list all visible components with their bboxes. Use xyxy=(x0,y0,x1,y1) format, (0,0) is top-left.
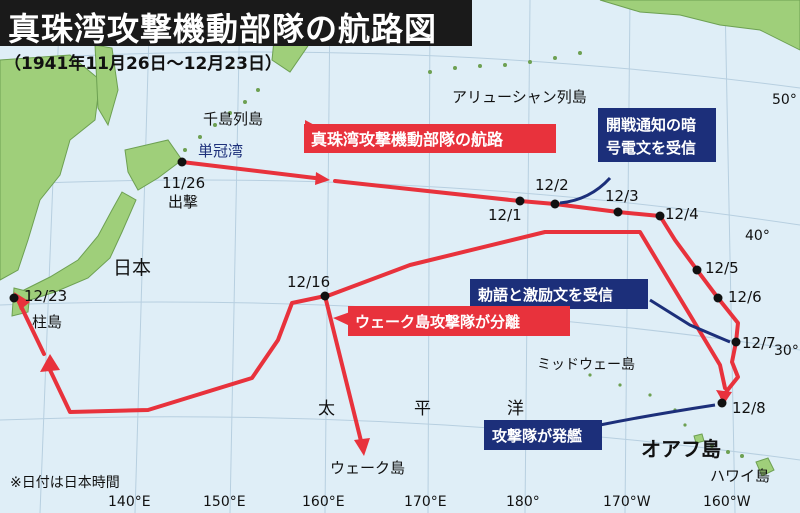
label-tankappu: 単冠湾 xyxy=(198,142,243,160)
wake-route xyxy=(323,294,364,447)
hawaii-big-island xyxy=(755,457,775,477)
longitude-labels: 140°E 150°E 160°E 170°E 180° 170°W 160°W xyxy=(108,494,751,510)
point-1205 xyxy=(692,265,702,275)
map-title: 真珠湾攻撃機動部隊の航路図 xyxy=(8,10,438,48)
label-chishima: 千島列島 xyxy=(203,110,263,128)
map-subtitle: （1941年11月26日〜12月23日） xyxy=(4,54,282,74)
label-hawaii: ハワイ島 xyxy=(710,467,770,485)
land xyxy=(0,0,800,477)
date-points xyxy=(9,157,741,408)
date-1204: 12/4 xyxy=(665,205,699,223)
date-1203: 12/3 xyxy=(605,187,639,205)
imperial-message-callout: 勅語と激励文を受信 xyxy=(470,279,731,344)
point-1203 xyxy=(613,207,623,217)
point-1216 xyxy=(320,291,330,301)
date-1208: 12/8 xyxy=(732,399,766,417)
oahu-island xyxy=(693,433,705,444)
point-1202 xyxy=(550,199,560,209)
launch-text: 攻撃隊が発艦 xyxy=(492,427,582,445)
point-1208 xyxy=(717,398,727,408)
title-bar xyxy=(0,0,472,46)
return-route-tail xyxy=(16,298,46,356)
date-1223: 12/23 xyxy=(24,287,67,305)
date-1207: 12/7 xyxy=(742,334,776,352)
lat-50: 50° xyxy=(772,92,797,108)
label-japan: 日本 xyxy=(113,257,151,279)
arrow-up-icon xyxy=(40,354,60,372)
label-oahu: オアフ島 xyxy=(641,437,721,461)
outbound-route-a xyxy=(180,160,317,180)
sakhalin xyxy=(94,44,119,127)
asian-mainland xyxy=(0,54,101,281)
date-labels: 11/26 出撃 12/1 12/2 12/3 12/4 12/5 12/6 1… xyxy=(24,174,776,417)
date-1206: 12/6 xyxy=(728,288,762,306)
arrow-south-icon xyxy=(354,438,370,456)
war-message-line1: 開戦通知の暗 xyxy=(606,116,696,134)
lon-170w: 170°W xyxy=(603,494,651,510)
point-1223 xyxy=(9,293,19,303)
route-callout: 真珠湾攻撃機動部隊の航路 xyxy=(304,120,556,153)
label-pacific-2: 平 xyxy=(414,399,431,419)
lon-170e: 170°E xyxy=(404,494,447,510)
arrow-east-icon xyxy=(315,172,330,185)
date-sortie: 出撃 xyxy=(168,193,198,211)
lon-150e: 150°E xyxy=(203,494,246,510)
latitude-labels: 50° 40° 30° xyxy=(745,92,799,359)
point-1201 xyxy=(515,196,525,206)
arrow-down-icon xyxy=(716,390,732,404)
wake-detach-text: ウェーク島攻撃隊が分離 xyxy=(355,313,520,331)
wake-detach-callout: ウェーク島攻撃隊が分離 xyxy=(333,306,570,336)
lon-160w: 160°W xyxy=(703,494,751,510)
date-note: ※日付は日本時間 xyxy=(10,475,120,491)
lon-160e: 160°E xyxy=(302,494,345,510)
date-1126: 11/26 xyxy=(162,174,205,192)
label-midway: ミッドウェー島 xyxy=(537,357,635,373)
label-pacific-3: 洋 xyxy=(507,399,524,419)
lat-30: 30° xyxy=(774,343,799,359)
point-1204 xyxy=(655,211,665,221)
lat-40: 40° xyxy=(745,228,770,244)
launch-callout: 攻撃隊が発艦 xyxy=(484,403,716,450)
return-route xyxy=(48,230,727,414)
route-callout-text: 真珠湾攻撃機動部隊の航路 xyxy=(311,130,504,149)
imperial-message-text: 勅語と激励文を受信 xyxy=(477,286,613,304)
war-message-line2: 号電文を受信 xyxy=(606,139,696,157)
hokkaido xyxy=(124,139,183,191)
label-aleutian: アリューシャン列島 xyxy=(452,88,587,106)
honshu xyxy=(23,191,137,301)
war-message-callout: 開戦通知の暗 号電文を受信 xyxy=(559,108,716,205)
alaska xyxy=(599,0,800,51)
date-1201: 12/1 xyxy=(488,206,522,224)
lon-140e: 140°E xyxy=(108,494,151,510)
point-1126 xyxy=(177,157,187,167)
date-1216: 12/16 xyxy=(287,273,330,291)
label-pacific-1: 太 xyxy=(318,399,335,419)
label-wake: ウェーク島 xyxy=(330,459,405,477)
place-labels: 千島列島 単冠湾 アリューシャン列島 日本 柱島 ミッドウェー島 ウェーク島 太… xyxy=(32,88,770,485)
point-1206 xyxy=(713,293,723,303)
point-1207 xyxy=(731,337,741,347)
date-1205: 12/5 xyxy=(705,259,739,277)
label-hashirajima: 柱島 xyxy=(32,313,62,331)
date-1202: 12/2 xyxy=(535,176,569,194)
lon-180: 180° xyxy=(506,494,540,510)
